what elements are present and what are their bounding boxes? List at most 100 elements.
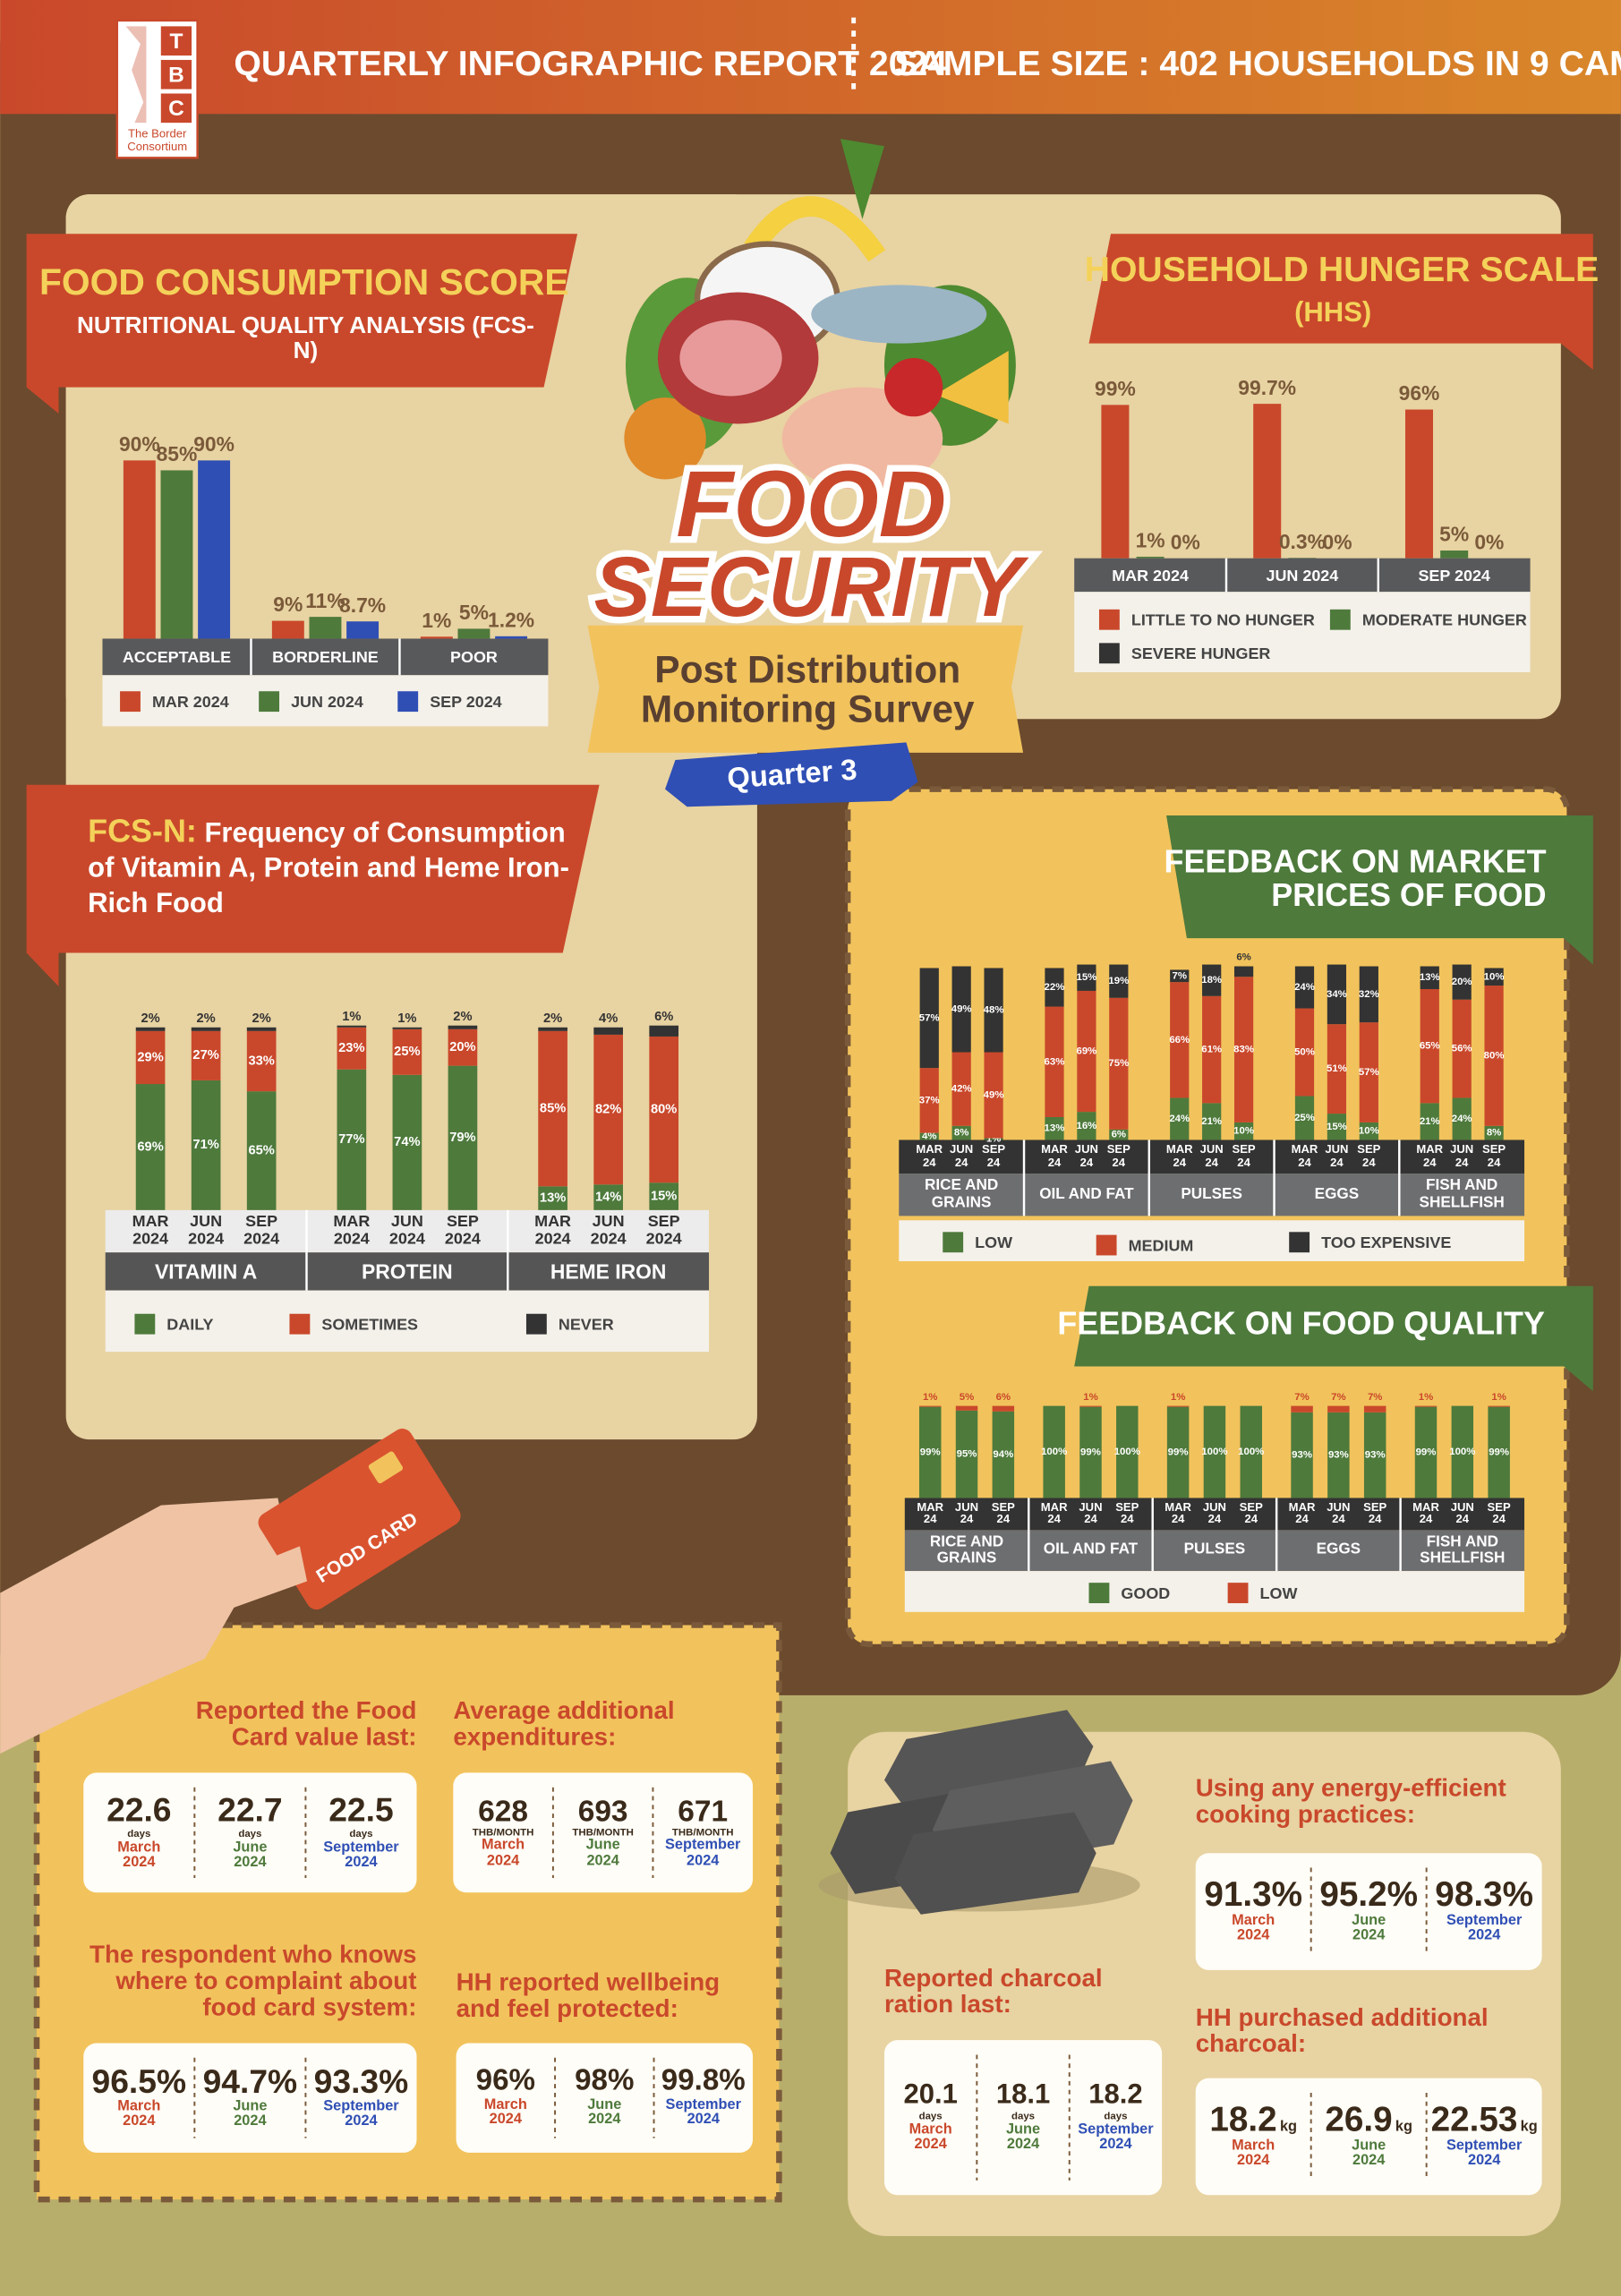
x-tick-label: MAR 2024 bbox=[1112, 567, 1189, 585]
bar-segment bbox=[1109, 997, 1129, 1130]
bar-segment bbox=[1414, 1406, 1438, 1498]
value-label: 14% bbox=[595, 1190, 621, 1204]
bar bbox=[346, 621, 380, 639]
charcoal bbox=[894, 1812, 1096, 1915]
bar-segment bbox=[919, 1132, 939, 1140]
x-tick-label-box: MAR 24 bbox=[1166, 1143, 1193, 1167]
value-label: 19% bbox=[1108, 976, 1129, 986]
value-label: 57% bbox=[919, 1012, 940, 1023]
value-label: 1% bbox=[397, 1011, 416, 1026]
bar-segment bbox=[1484, 1125, 1504, 1140]
stat-unit: kg bbox=[1279, 2119, 1297, 2136]
x-tick-label-box: MAR 24 bbox=[1041, 1501, 1068, 1525]
bar bbox=[420, 636, 453, 639]
bar-segment bbox=[1079, 1406, 1102, 1498]
legend-swatch bbox=[259, 691, 280, 713]
stat-box bbox=[456, 2043, 754, 2153]
stat-item: 91.3% March 2024 bbox=[1196, 1853, 1311, 1970]
bar-segment bbox=[448, 1029, 478, 1066]
bar-segment bbox=[1327, 1412, 1350, 1498]
bar-segment bbox=[1363, 1412, 1386, 1498]
value-label: 83% bbox=[1233, 1045, 1254, 1055]
value-label: 99% bbox=[1168, 1447, 1189, 1458]
stat-item: 22.6 days March 2024 bbox=[83, 1772, 194, 1892]
value-label: 100% bbox=[1114, 1447, 1140, 1457]
stat-item: 22.5 days September 2024 bbox=[305, 1772, 416, 1892]
value-label: 18% bbox=[1201, 975, 1222, 986]
value-label: 24% bbox=[1169, 1114, 1190, 1124]
stat-item: 671 THB/MONTH September 2024 bbox=[653, 1772, 753, 1892]
stat-value: 94.7% bbox=[202, 2061, 298, 2101]
header-bar bbox=[0, 0, 1621, 115]
value-label: 5% bbox=[960, 1392, 975, 1403]
bar-segment bbox=[191, 1027, 221, 1031]
x-tick-label: ACCEPTABLE bbox=[123, 648, 231, 666]
bar-segment bbox=[992, 1405, 1015, 1412]
stat-year: 2024 bbox=[123, 2113, 156, 2130]
chart-title-box: FEEDBACK ON MARKET PRICES OF FOOD bbox=[1165, 844, 1547, 911]
value-label: 13% bbox=[1420, 972, 1440, 983]
thumb bbox=[219, 1546, 308, 1608]
stat-unit: days bbox=[1011, 2112, 1036, 2123]
value-label: 48% bbox=[984, 1005, 1004, 1016]
value-label: 99% bbox=[920, 1447, 941, 1458]
bar-segment bbox=[1202, 995, 1222, 1104]
bar-segment bbox=[448, 1065, 478, 1210]
value-label: 79% bbox=[449, 1131, 475, 1145]
stat-value: 22.5 bbox=[328, 1790, 394, 1830]
x-tick-label: MAR 24 bbox=[1291, 1142, 1318, 1169]
value-label: 15% bbox=[1327, 1122, 1347, 1132]
legend-label: MEDIUM bbox=[1129, 1236, 1194, 1254]
group-label-box: PULSES bbox=[1181, 1186, 1242, 1202]
group-band bbox=[899, 1174, 1025, 1216]
stat-value-row: 26.9 kg bbox=[1325, 2103, 1412, 2139]
bar-segment bbox=[593, 1184, 623, 1210]
x-tick-label: JUN 2024 bbox=[1266, 567, 1338, 585]
stat-item: 95.2% June 2024 bbox=[1311, 1853, 1427, 1970]
x-tick-label: JUN 24 bbox=[954, 1500, 979, 1526]
x-tick-label-box: SEP 2024 bbox=[444, 1213, 481, 1248]
x-tick-label: SEP 24 bbox=[1232, 1142, 1256, 1169]
stat-unit: days bbox=[238, 1830, 262, 1840]
legend-swatch bbox=[1088, 1583, 1110, 1604]
x-tick-label-box: MAR 2024 bbox=[534, 1213, 571, 1247]
bar bbox=[271, 620, 304, 639]
x-tick-label: JUN 24 bbox=[1450, 1500, 1474, 1526]
stat-unit: kg bbox=[1395, 2119, 1412, 2136]
x-tick-label: SEP 24 bbox=[1239, 1500, 1263, 1526]
legend-swatch bbox=[1289, 1232, 1310, 1253]
logo-letter: T bbox=[169, 30, 183, 54]
x-tick-label-box: SEP 24 bbox=[1363, 1501, 1386, 1525]
x-tick-label: SEP 24 bbox=[1357, 1142, 1381, 1169]
group-label-box: FISH AND SHELLFISH bbox=[1420, 1533, 1505, 1566]
x-tick-label-box: MAR 24 bbox=[1041, 1142, 1068, 1169]
x-tick-label: SEP 2024 bbox=[1418, 567, 1489, 585]
stat-month: June bbox=[1352, 1913, 1386, 1929]
bar-segment bbox=[1291, 1412, 1313, 1498]
value-label: 29% bbox=[137, 1050, 163, 1064]
value-label: 56% bbox=[1452, 1044, 1472, 1054]
stat-item: 26.9 kg June 2024 bbox=[1311, 2078, 1427, 2196]
value-label: 94% bbox=[993, 1449, 1013, 1460]
stat-year: 2024 bbox=[234, 1855, 267, 1871]
stat-value: 96.5% bbox=[91, 2061, 187, 2101]
pepper bbox=[883, 358, 943, 417]
x-tick-label: JUN 2024 bbox=[388, 1213, 425, 1248]
value-label: 65% bbox=[248, 1143, 274, 1157]
group-label-box: OIL AND FAT bbox=[1044, 1541, 1138, 1558]
value-label: 57% bbox=[1359, 1067, 1379, 1078]
stat-year: 2024 bbox=[1099, 2137, 1132, 2154]
x-tick-label: MAR 24 bbox=[1041, 1142, 1068, 1169]
legend-swatch bbox=[397, 691, 419, 713]
value-label: 24% bbox=[1452, 1114, 1472, 1124]
bar-segment bbox=[1079, 1405, 1102, 1407]
group-band bbox=[1028, 1530, 1153, 1572]
x-tick-label: SEP 2024 bbox=[444, 1213, 481, 1248]
bar-segment bbox=[951, 1052, 971, 1126]
stat-value-row: 22.53 kg bbox=[1431, 2103, 1538, 2139]
value-label: 13% bbox=[1045, 1123, 1065, 1134]
bar-segment bbox=[1327, 1024, 1347, 1114]
group-label-box: EGGS bbox=[1317, 1541, 1361, 1558]
